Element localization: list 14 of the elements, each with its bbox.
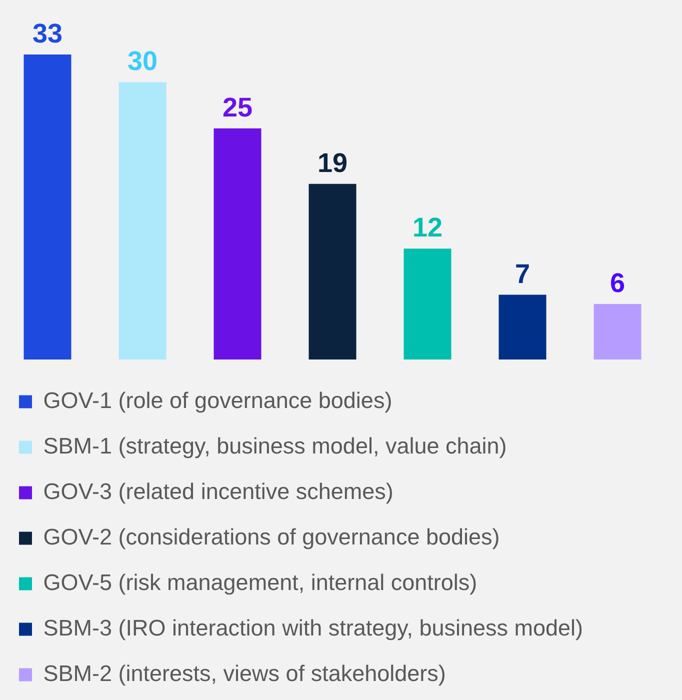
data-label: 33 bbox=[32, 18, 63, 48]
data-label: 12 bbox=[412, 212, 443, 243]
legend-label: GOV-5 (risk management, internal controls) bbox=[43, 570, 478, 595]
legend-label: GOV-2 (considerations of governance bodies) bbox=[43, 524, 500, 550]
data-label: 30 bbox=[127, 46, 158, 76]
data-label: 19 bbox=[317, 148, 348, 178]
legend-label: GOV-3 (related incentive schemes) bbox=[43, 478, 394, 504]
legend-label: GOV-1 (role of governance bodies) bbox=[43, 388, 392, 413]
data-label: 25 bbox=[222, 92, 253, 122]
data-label: 6 bbox=[610, 268, 626, 298]
legend-label: SBM-2 (interests, views of stakeholders) bbox=[43, 660, 446, 686]
legend-label: SBM-1 (strategy, business model, value chain) bbox=[43, 433, 507, 458]
data-label: 7 bbox=[514, 258, 530, 289]
legend-label: SBM-3 (IRO interaction with strategy, business model) bbox=[43, 615, 584, 640]
